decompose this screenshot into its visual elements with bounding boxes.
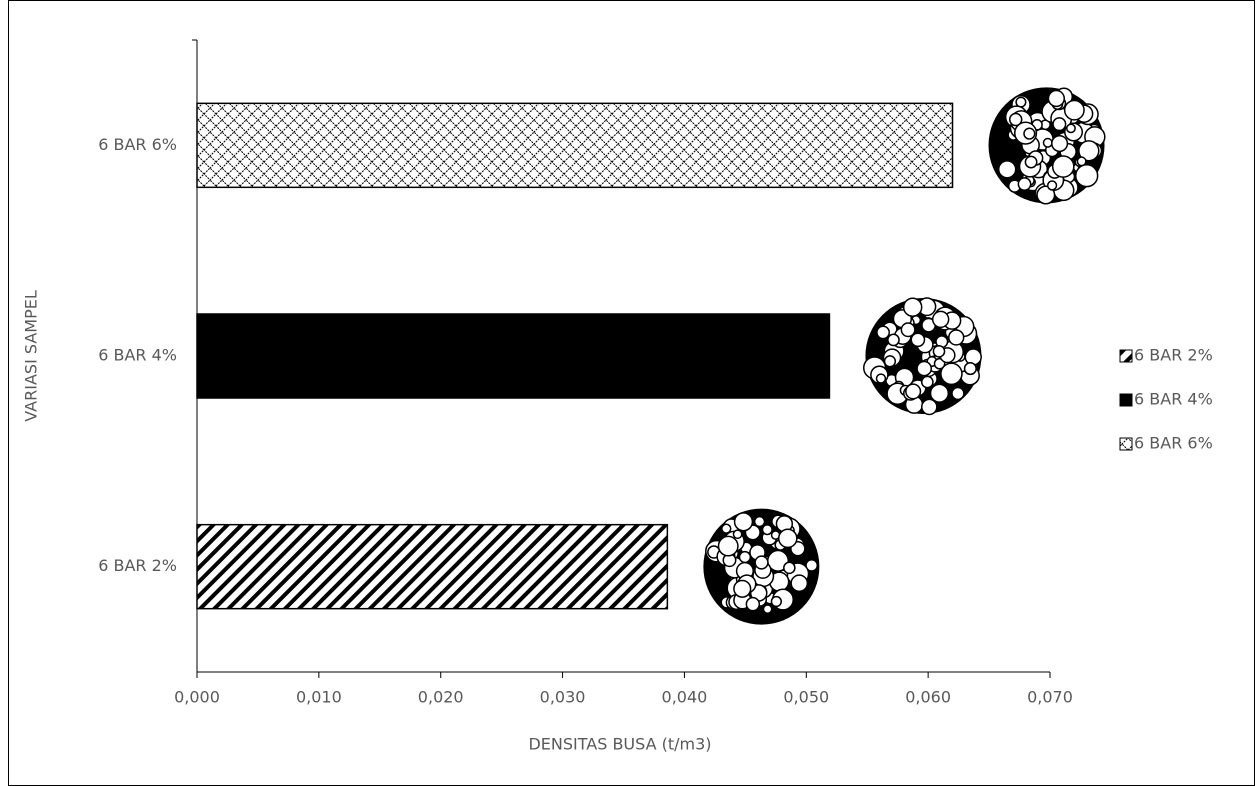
foam-bubble [735, 513, 753, 531]
x-tick-label: 0,020 [418, 688, 464, 707]
foam-bubble [922, 399, 937, 414]
foam-bubble [734, 580, 751, 597]
foam-bubble [1048, 181, 1057, 190]
foam-bubble [931, 384, 949, 402]
foam-bubble [922, 376, 933, 387]
foam-bubble [784, 562, 795, 573]
y-tick-label: 6 BAR 6% [98, 135, 177, 154]
foam-bubble [901, 323, 914, 336]
foam-bubble [719, 536, 738, 555]
foam-bubble [1067, 124, 1075, 132]
foam-bubble [911, 333, 924, 346]
chart: DENSITAS BUSA (t/m3) VARIASI SAMPEL 0,00… [0, 0, 1256, 786]
legend-swatch [1120, 394, 1132, 406]
bar [197, 525, 667, 609]
foam-bubble [876, 374, 885, 383]
foam-bubble [771, 597, 781, 607]
foam-bubble [999, 161, 1016, 178]
foam-bubble [1076, 165, 1098, 187]
x-tick-label: 0,030 [540, 688, 586, 707]
legend-label: 6 BAR 6% [1134, 434, 1213, 453]
foam-bubble [1010, 114, 1022, 126]
foam-bubble [746, 598, 759, 611]
x-tick-label: 0,040 [662, 688, 708, 707]
foam-bubble [965, 363, 977, 375]
legend-swatch [1120, 438, 1132, 450]
foam-bubble [877, 326, 889, 338]
foam-bubble [762, 525, 772, 535]
foam-bubble [1065, 100, 1084, 119]
foam-bubble [941, 363, 962, 384]
foam-bubble [791, 575, 807, 591]
x-tick-label: 0,000 [174, 688, 220, 707]
foam-bubble [1018, 178, 1030, 190]
foam-bubble [733, 530, 741, 538]
foam-bubble [952, 387, 964, 399]
foam-bubble [917, 361, 931, 375]
foam-bubble [1053, 156, 1074, 177]
foam-bubble [740, 552, 751, 563]
foam-bubble [906, 384, 921, 399]
foam-bubble [1043, 138, 1052, 147]
foam-bubble [1025, 156, 1036, 167]
foam-bubble [1052, 136, 1068, 152]
foam-bubble [1053, 118, 1066, 131]
x-tick-label: 0,050 [783, 688, 829, 707]
foam-bubble [933, 311, 949, 327]
foam-bubble [1024, 128, 1035, 139]
legend-swatch [1120, 350, 1132, 362]
bar [197, 103, 953, 187]
x-axis-title: DENSITAS BUSA (t/m3) [528, 735, 711, 754]
foam-bubble [755, 556, 768, 569]
foam-bubble [888, 334, 899, 345]
foam-bubble [949, 330, 964, 345]
bar [197, 314, 829, 398]
foam-bubble [779, 529, 797, 547]
foam-bubble [755, 517, 765, 527]
foam-bubble [763, 605, 771, 613]
foam-bubble [1048, 91, 1064, 107]
foam-bubble [904, 298, 922, 316]
foam-bubble [965, 349, 981, 365]
foam-bubble [933, 346, 944, 357]
x-tick-label: 0,010 [296, 688, 342, 707]
foam-bubble [1077, 157, 1085, 165]
y-axis-title: VARIASI SAMPEL [22, 290, 41, 422]
foam-bubble [885, 356, 896, 367]
x-tick-label: 0,060 [905, 688, 951, 707]
y-tick-label: 6 BAR 2% [98, 556, 177, 575]
x-tick-label: 0,070 [1027, 688, 1073, 707]
legend-label: 6 BAR 2% [1134, 346, 1213, 365]
legend-label: 6 BAR 4% [1134, 390, 1213, 409]
y-tick-label: 6 BAR 4% [98, 346, 177, 365]
